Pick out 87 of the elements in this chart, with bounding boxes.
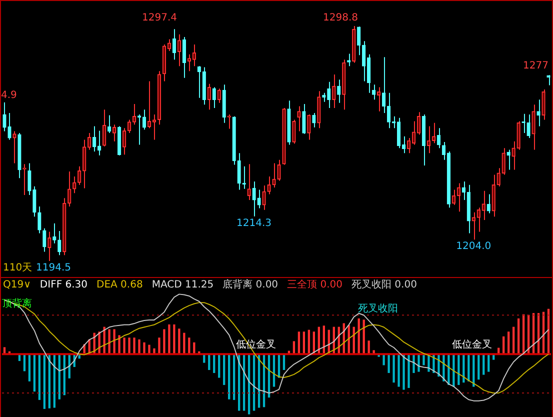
bar [168,324,170,354]
candlestick [312,112,316,128]
candlestick [182,36,186,78]
text: 死叉收阳 0.00 [351,280,417,291]
annotation: 1214.3 [236,218,272,229]
bar [452,354,455,387]
bar [398,354,400,387]
candlestick [522,113,526,134]
text: DEA 0.68 [96,280,143,291]
candlestick [88,132,92,150]
candlestick [227,114,231,130]
candlestick [506,149,510,170]
candlestick [536,99,540,127]
candlestick [502,148,506,176]
text: DIFF 6.30 [40,280,88,291]
candlestick [272,162,276,188]
text: 1194.5 [36,262,71,274]
candlestick [82,139,86,189]
candlestick [532,104,536,150]
bar [123,338,126,354]
candlestick [327,81,331,109]
candlestick [462,180,466,200]
candlestick [512,140,516,170]
candlestick [242,166,246,190]
candlestick [192,44,196,67]
candlestick [362,40,366,82]
candlestick [177,34,182,67]
text: 110天 [3,262,32,274]
bar [388,354,390,373]
text: 三全顶 0.00 [287,278,342,291]
candlestick [372,84,376,100]
candlestick [302,103,306,134]
annotation: 低位金叉 [452,338,492,351]
candlestick [102,109,106,147]
text: 1297.4 [142,12,177,24]
annotation: 1204.0 [456,241,492,252]
bar [43,354,46,409]
bar [38,354,41,400]
bar [382,354,385,366]
annotation: 4.9 [0,90,17,101]
candlestick [58,230,62,256]
bar [402,354,405,390]
bar [392,354,395,383]
bar [133,338,136,354]
candlestick [32,186,36,218]
candlestick [257,189,261,209]
candlestick [292,119,296,144]
bar [138,339,140,354]
candlestick [2,102,6,132]
annotation: 死叉收阳 [358,304,398,315]
candlestick [42,228,46,252]
candlestick [207,83,211,110]
annotation: 1277 [523,60,548,72]
candlestick [237,152,241,190]
text: MACD 11.25 [152,280,214,291]
bar [408,354,410,388]
bar [128,338,130,354]
candlestick [132,103,136,126]
bar [178,328,180,354]
candlestick [526,114,530,138]
candlestick [277,159,281,182]
candlestick [22,164,26,196]
bar [158,338,160,354]
candlestick [247,164,251,200]
candlestick [12,130,16,164]
candlestick [307,114,311,140]
bar [163,329,166,354]
candlestick [262,185,266,210]
candlestick [187,54,191,72]
candlestick [267,176,271,195]
candlestick [252,180,256,217]
candlestick [8,112,12,140]
candlestick [486,194,490,214]
text: Q19∨ [3,280,31,291]
text: 底背离 0.00 [222,278,278,291]
candlestick [112,124,116,142]
candlestick [28,162,32,196]
candlestick [476,207,480,232]
bar [113,329,116,354]
candlestick [78,166,82,186]
candlestick [337,79,341,104]
bar [173,324,176,354]
bar [422,354,425,366]
candlestick [482,190,486,220]
text: 1298.8 [323,12,358,24]
candlestick [38,206,42,234]
candlestick [297,106,301,132]
